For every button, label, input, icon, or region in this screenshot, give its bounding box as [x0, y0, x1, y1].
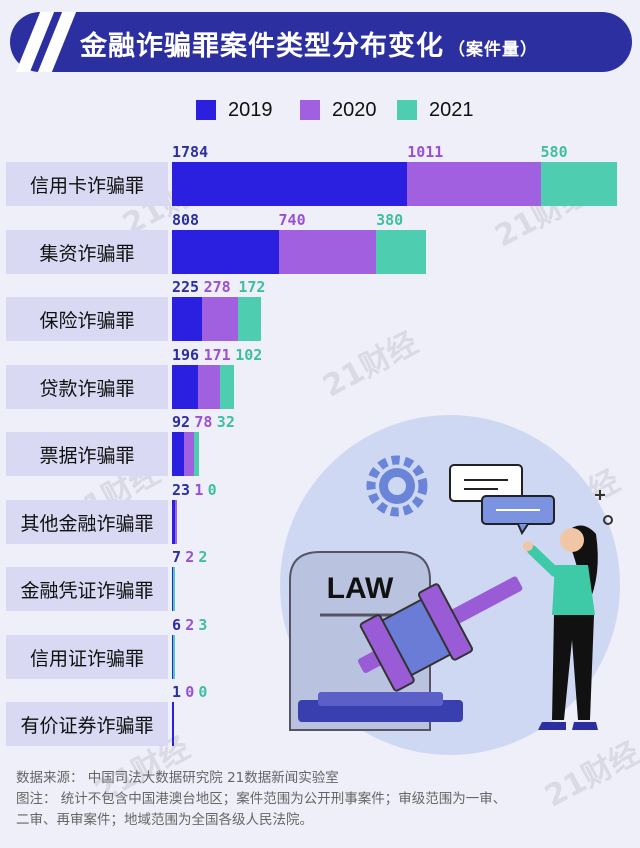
title-banner: 金融诈骗罪案件类型分布变化 （案件量）	[10, 12, 632, 72]
value-label-2021: 3	[198, 616, 208, 634]
category-label: 信用证诈骗罪	[6, 635, 168, 679]
sparkle-dot	[603, 515, 613, 525]
value-label-2019: 196	[172, 346, 200, 364]
bar-2019	[172, 500, 176, 544]
value-label-2021: 2	[198, 548, 208, 566]
value-label-2020: 740	[278, 211, 306, 229]
category-label: 集资诈骗罪	[6, 230, 168, 274]
bar-2020	[175, 500, 177, 544]
bar-2021	[540, 162, 617, 206]
value-label-2019: 7	[172, 548, 182, 566]
bar-2021	[173, 635, 175, 679]
bar-2021	[376, 230, 427, 274]
value-label-2019: 23	[172, 481, 191, 499]
bar-2019	[172, 297, 202, 341]
value-label-2019: 6	[172, 616, 182, 634]
bar-2020	[278, 230, 377, 274]
bar-2020	[407, 162, 541, 206]
bar-2021	[194, 432, 199, 476]
legend-item-2019: 2019	[196, 98, 273, 122]
bar-2019	[172, 702, 174, 746]
bar-2019	[172, 162, 408, 206]
value-label-2019: 808	[172, 211, 200, 229]
legend: 2019 2020 2021	[0, 98, 640, 122]
value-label-2021: 0	[198, 683, 208, 701]
category-label: 金融凭证诈骗罪	[6, 567, 168, 611]
value-label-2020: 2	[185, 548, 195, 566]
bar-2021	[173, 567, 175, 611]
law-text: LAW	[327, 572, 394, 605]
gavel-icon	[298, 576, 523, 722]
watermark: 21财经	[317, 325, 424, 405]
value-label-2021: 102	[235, 346, 263, 364]
value-label-2020: 2	[185, 616, 195, 634]
footnote-line: 二审、再审案件；地域范围为全国各级人民法院。	[16, 812, 313, 828]
woman-figure	[523, 525, 598, 730]
category-label: 有价证券诈骗罪	[6, 702, 168, 746]
footer-notes: 数据来源： 中国司法大数据研究院 21数据新闻实验室 图注： 统计不包含中国港澳…	[16, 768, 630, 831]
category-label: 保险诈骗罪	[6, 297, 168, 341]
value-label-2019: 225	[172, 278, 200, 296]
legend-label: 2021	[429, 98, 474, 121]
legend-item-2020: 2020	[300, 98, 377, 122]
legend-swatch	[300, 100, 320, 120]
value-label-2019: 1784	[172, 143, 209, 161]
value-label-2021: 32	[216, 413, 235, 431]
gear-icon	[366, 455, 428, 517]
bar-2020	[201, 297, 239, 341]
title-main: 金融诈骗罪案件类型分布变化	[80, 31, 444, 62]
value-label-2020: 1011	[407, 143, 444, 161]
title-sub: （案件量）	[448, 40, 538, 60]
footnote-line: 图注： 统计不包含中国港澳台地区；案件范围为公开刑事案件；审级范围为一审、	[16, 791, 507, 807]
value-label-2021: 0	[207, 481, 217, 499]
value-label-2019: 92	[172, 413, 191, 431]
category-label: 信用卡诈骗罪	[6, 162, 168, 206]
bar-2020	[184, 432, 195, 476]
legend-item-2021: 2021	[397, 98, 474, 122]
sparkle-icon	[595, 490, 605, 500]
category-label: 其他金融诈骗罪	[6, 500, 168, 544]
chat-bubble-icon	[481, 495, 555, 536]
bar-2019	[172, 635, 174, 679]
value-label-2020: 78	[194, 413, 213, 431]
law-illustration: LAW	[280, 415, 620, 755]
bar-2019	[172, 365, 198, 409]
bar-2020	[197, 365, 221, 409]
bar-2021	[238, 297, 261, 341]
category-label: 票据诈骗罪	[6, 432, 168, 476]
legend-label: 2019	[228, 98, 273, 121]
chart-title: 金融诈骗罪案件类型分布变化 （案件量）	[80, 24, 538, 63]
bar-2021	[220, 365, 234, 409]
value-label-2021: 580	[540, 143, 568, 161]
value-label-2021: 172	[238, 278, 266, 296]
value-label-2021: 380	[376, 211, 404, 229]
category-label: 贷款诈骗罪	[6, 365, 168, 409]
bar-2019	[172, 230, 279, 274]
legend-label: 2020	[332, 98, 377, 121]
bar-2019	[172, 567, 174, 611]
value-label-2019: 1	[172, 683, 182, 701]
bar-2019	[172, 432, 185, 476]
legend-swatch	[397, 100, 417, 120]
value-label-2020: 278	[203, 278, 231, 296]
value-label-2020: 171	[203, 346, 231, 364]
value-label-2020: 0	[185, 683, 195, 701]
legend-swatch	[196, 100, 216, 120]
data-source: 数据来源： 中国司法大数据研究院 21数据新闻实验室	[16, 770, 339, 786]
value-label-2020: 1	[194, 481, 204, 499]
